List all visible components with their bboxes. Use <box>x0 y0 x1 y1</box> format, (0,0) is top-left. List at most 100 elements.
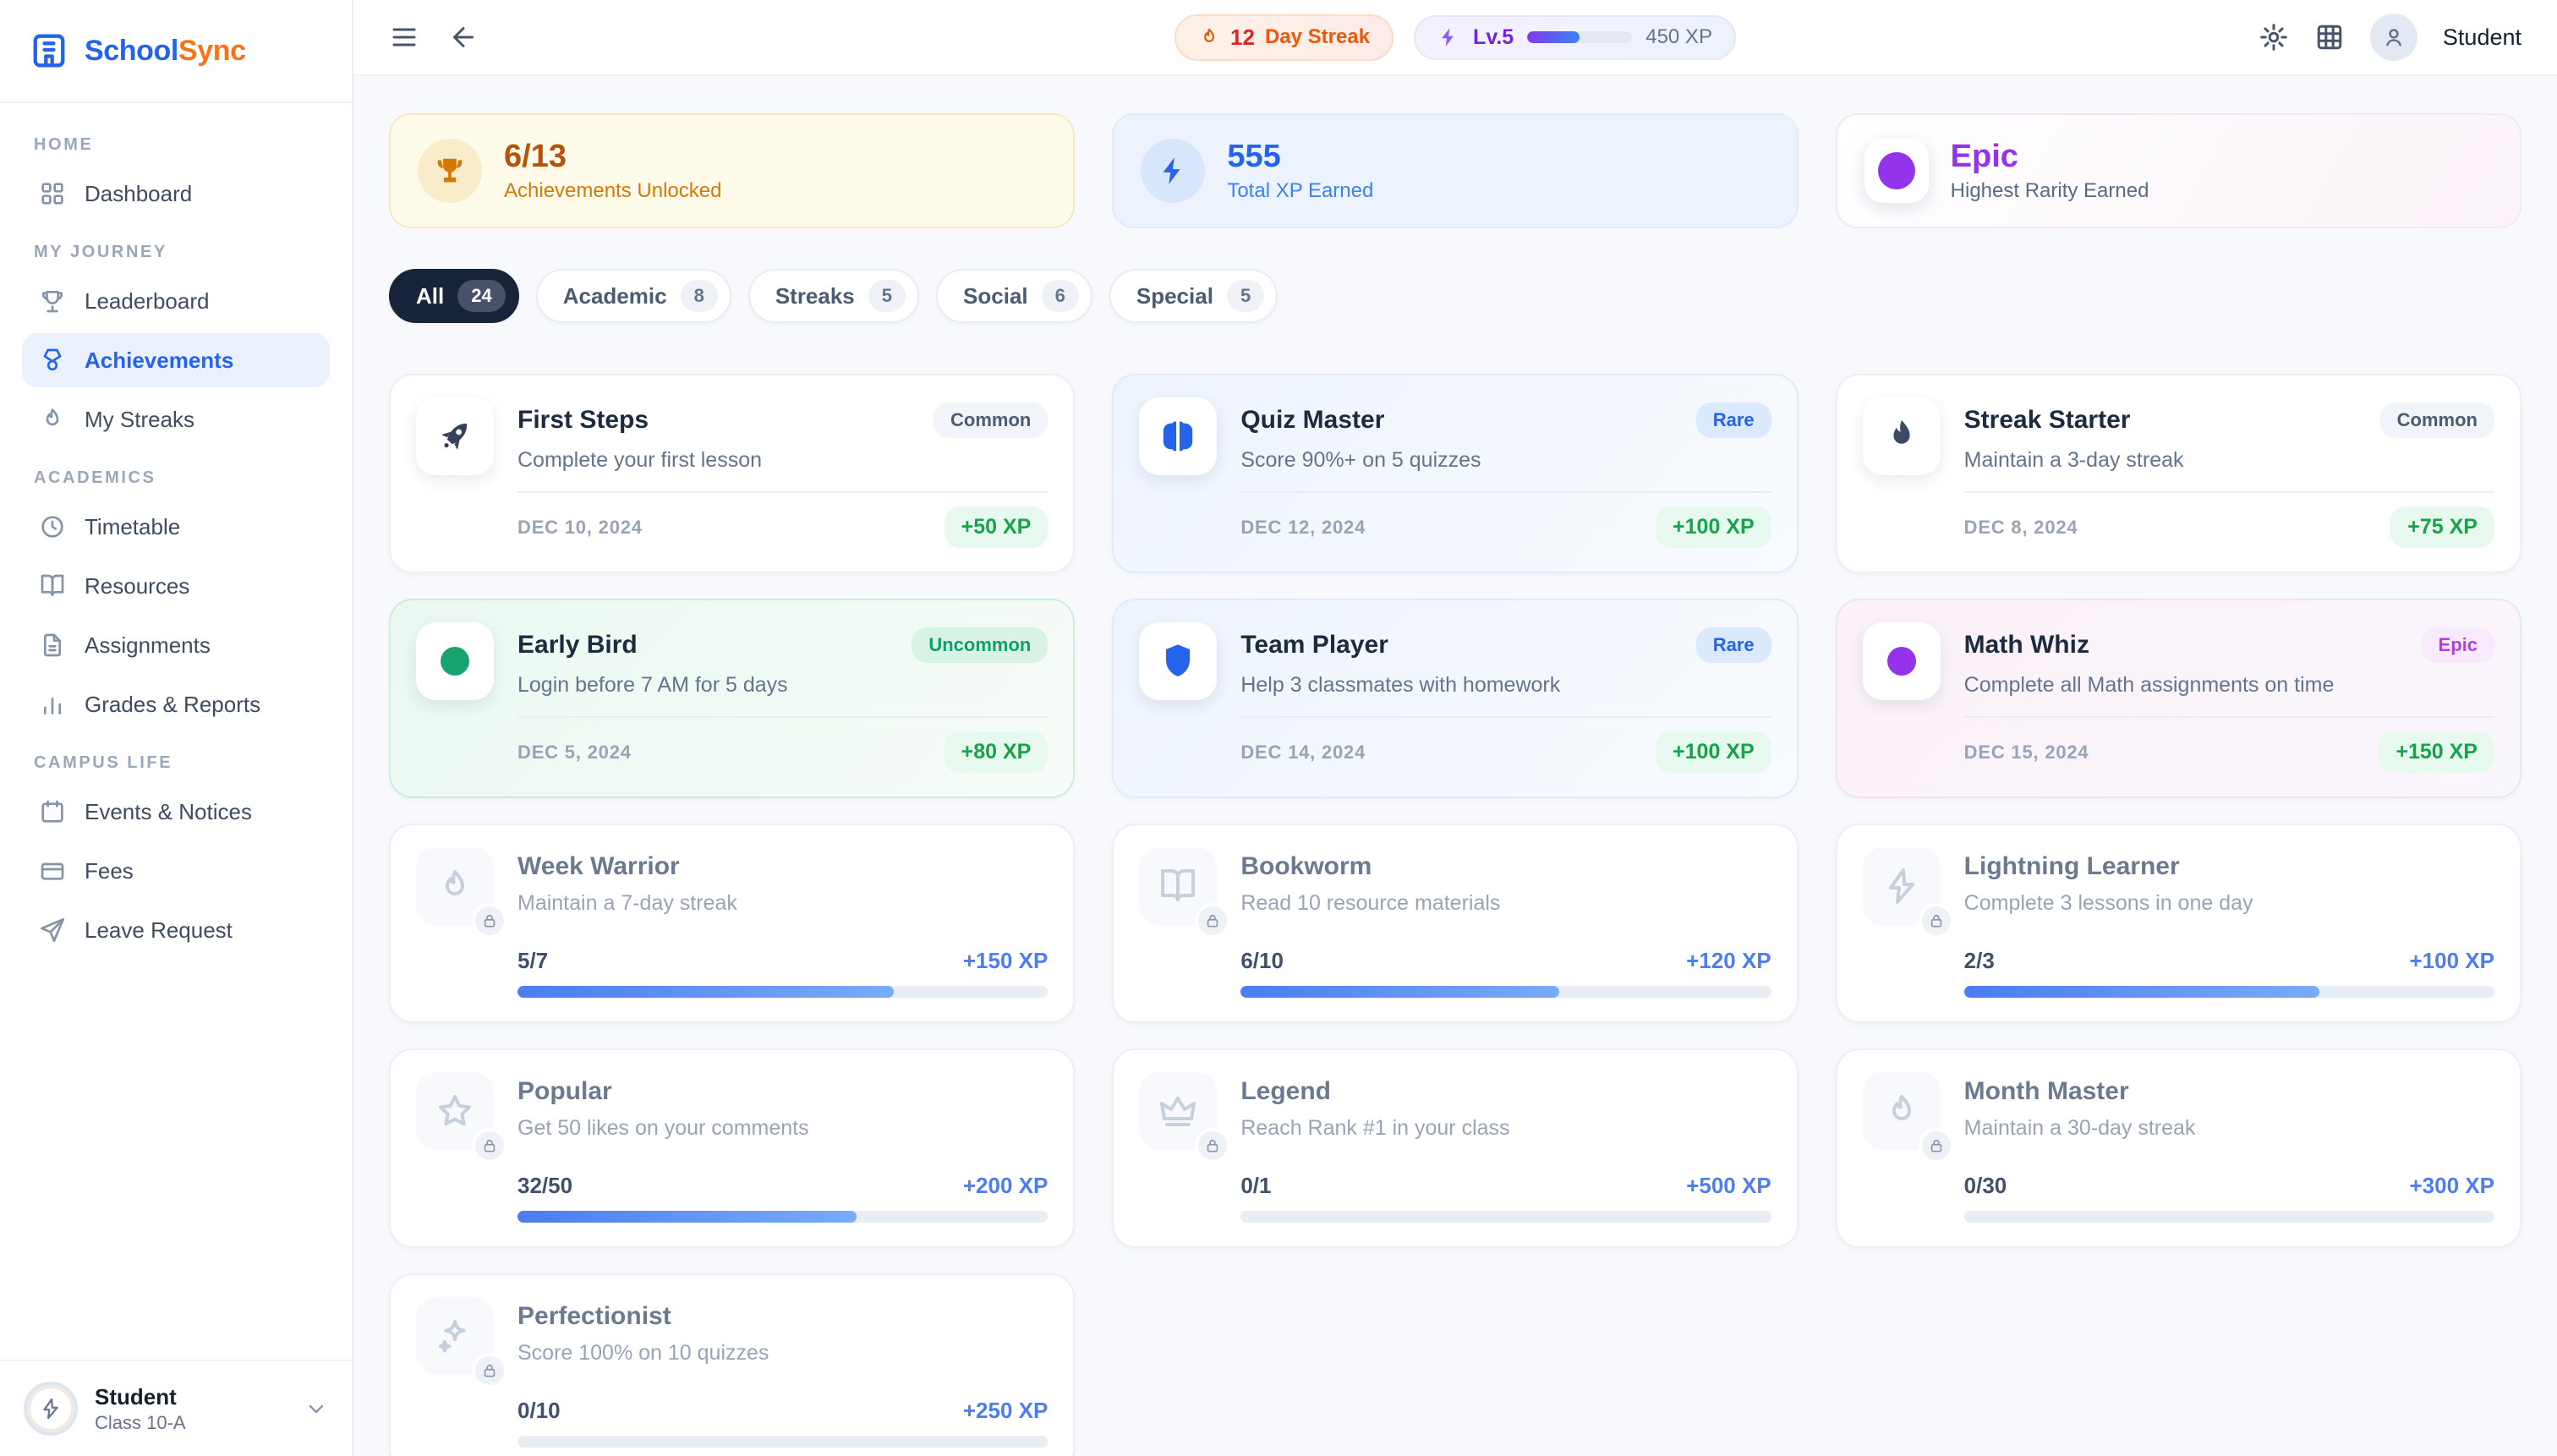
achievement-title: Lightning Learner <box>1963 852 2180 880</box>
sidebar-item-grades-reports[interactable]: Grades & Reports <box>22 677 330 731</box>
xp-reward-badge: +100 XP <box>1656 731 1771 773</box>
grid-icon[interactable] <box>2314 22 2345 52</box>
crown-icon <box>1158 1091 1198 1131</box>
profile-avatar <box>24 1382 78 1436</box>
bolt-icon <box>1437 26 1459 48</box>
day-streak-badge[interactable]: 12 Day Streak <box>1174 14 1394 61</box>
content-area[interactable]: 6/13 Achievements Unlocked 555 Total XP … <box>353 76 2557 1456</box>
sidebar-profile[interactable]: Student Class 10-A <box>0 1360 352 1456</box>
brand-name-secondary: Sync <box>178 34 246 67</box>
card-top: Legend Reach Rank #1 in your class <box>1139 1072 1771 1163</box>
achievement-date: DEC 5, 2024 <box>517 741 632 763</box>
progress-section: 2/3 +100 XP <box>1963 948 2494 998</box>
progress-bar-track <box>1963 986 2494 998</box>
achievement-description: Help 3 classmates with homework <box>1240 673 1561 697</box>
menu-icon[interactable] <box>389 22 419 52</box>
achievement-card-lightning-learner[interactable]: Lightning Learner Complete 3 lessons in o… <box>1835 824 2521 1023</box>
streak-count: 12 <box>1230 24 1255 50</box>
achievement-card-legend[interactable]: Legend Reach Rank #1 in your class 0/1 +500… <box>1112 1048 1799 1248</box>
sidebar-item-my-streaks[interactable]: My Streaks <box>22 392 330 446</box>
flame-icon <box>1198 26 1220 48</box>
achievement-icon-wrap <box>1139 1072 1231 1163</box>
card-top: Quiz Master Rare Score 90%+ on 5 quizzes <box>1139 397 1771 475</box>
sidebar-item-label: Resources <box>85 572 190 599</box>
achievement-card-first-steps[interactable]: First Steps Common Complete your first les… <box>389 374 1076 573</box>
sidebar-item-fees[interactable]: Fees <box>22 844 330 898</box>
progress-section: 0/10 +250 XP <box>517 1398 1049 1448</box>
sidebar-item-assignments[interactable]: Assignments <box>22 618 330 672</box>
progress-bar-fill <box>1963 986 2319 998</box>
brand-logo[interactable]: SchoolSync <box>0 0 352 103</box>
achievement-card-perfectionist[interactable]: Perfectionist Score 100% on 10 quizzes 0/1… <box>389 1273 1076 1456</box>
achievement-card-math-whiz[interactable]: Math Whiz Epic Complete all Math assignmen… <box>1835 599 2521 798</box>
card-body: Week Warrior Maintain a 7-day streak <box>517 847 1048 925</box>
level-badge[interactable]: Lv.5 450 XP <box>1414 14 1736 60</box>
card-top: Lightning Learner Complete 3 lessons in o… <box>1862 847 2494 939</box>
filter-tab-special[interactable]: Special 5 <box>1109 269 1278 323</box>
gear-icon[interactable] <box>2259 22 2289 52</box>
sidebar-item-dashboard[interactable]: Dashboard <box>22 167 330 221</box>
progress-row: 0/10 +250 XP <box>517 1398 1048 1424</box>
fees-icon <box>39 857 66 884</box>
sidebar-item-label: Timetable <box>85 513 181 539</box>
card-title-row: Lightning Learner <box>1964 852 2494 881</box>
achievement-card-early-bird[interactable]: Early Bird Uncommon Login before 7 AM for … <box>389 599 1076 798</box>
achievement-date: DEC 14, 2024 <box>1240 741 1366 763</box>
sidebar-item-achievements[interactable]: Achievements <box>22 333 330 387</box>
card-top: First Steps Common Complete your first les… <box>416 397 1049 475</box>
achievement-icon-wrap <box>1139 847 1231 939</box>
sidebar-item-leave-request[interactable]: Leave Request <box>22 903 330 957</box>
achievement-date: DEC 15, 2024 <box>1963 741 2089 763</box>
card-top: Month Master Maintain a 30-day streak <box>1862 1072 2494 1163</box>
sidebar-item-leaderboard[interactable]: Leaderboard <box>22 274 330 328</box>
card-body: Lightning Learner Complete 3 lessons in o… <box>1964 847 2494 925</box>
card-footer: DEC 5, 2024 +80 XP <box>517 716 1049 773</box>
xp-reward-badge: +75 XP <box>2390 506 2494 548</box>
xp-reward-badge: +100 XP <box>1656 506 1771 548</box>
card-title-row: Week Warrior <box>517 852 1048 881</box>
filter-label: All <box>416 282 445 309</box>
sidebar-item-events-notices[interactable]: Events & Notices <box>22 785 330 839</box>
topbar-center: 12 Day Streak Lv.5 450 XP <box>1174 14 1736 61</box>
achievement-card-bookworm[interactable]: Bookworm Read 10 resource materials 6/10 +1… <box>1112 824 1799 1023</box>
card-top: Perfectionist Score 100% on 10 quizzes <box>416 1297 1048 1388</box>
stat-label: Achievements Unlocked <box>504 178 722 202</box>
achievement-card-team-player[interactable]: Team Player Rare Help 3 classmates with ho… <box>1112 599 1799 798</box>
stat-highest-rarity: Epic Highest Rarity Earned <box>1835 113 2521 228</box>
sidebar-item-timetable[interactable]: Timetable <box>22 500 330 554</box>
achievement-description: Score 100% on 10 quizzes <box>517 1341 769 1365</box>
achievement-description: Get 50 likes on your comments <box>517 1116 809 1140</box>
achievement-description: Maintain a 3-day streak <box>1963 448 2184 472</box>
user-avatar[interactable] <box>2369 14 2417 61</box>
achievement-card-streak-starter[interactable]: Streak Starter Common Maintain a 3-day str… <box>1835 374 2521 573</box>
achievement-title: Streak Starter <box>1963 406 2131 434</box>
card-body: Bookworm Read 10 resource materials <box>1240 847 1771 925</box>
filter-tab-academic[interactable]: Academic 8 <box>535 269 731 323</box>
progress-section: 6/10 +120 XP <box>1240 948 1771 998</box>
achievement-card-quiz-master[interactable]: Quiz Master Rare Score 90%+ on 5 quizzes DE… <box>1112 374 1799 573</box>
progress-bar-fill <box>517 1211 857 1223</box>
filter-label: Social <box>963 282 1028 309</box>
card-title-row: Month Master <box>1964 1077 2494 1106</box>
filter-tab-streaks[interactable]: Streaks 5 <box>747 269 920 323</box>
achievement-description: Maintain a 30-day streak <box>1963 1116 2196 1140</box>
achievement-card-popular[interactable]: Popular Get 50 likes on your comments 32/5… <box>389 1048 1076 1248</box>
achievement-icon-wrap <box>416 1072 507 1163</box>
book-icon <box>39 572 66 599</box>
achievement-card-month-master[interactable]: Month Master Maintain a 30-day streak 0/30… <box>1835 1048 2521 1248</box>
xp-reward: +100 XP <box>2409 948 2494 973</box>
filter-tab-all[interactable]: All 24 <box>389 269 519 323</box>
back-arrow-icon[interactable] <box>448 22 479 52</box>
book-icon <box>1158 866 1198 906</box>
streak-label: Day Streak <box>1264 25 1371 48</box>
stat-achievements-unlocked: 6/13 Achievements Unlocked <box>389 113 1076 228</box>
chevron-down-icon[interactable] <box>304 1397 328 1420</box>
chart-icon <box>39 691 66 718</box>
sidebar-item-resources[interactable]: Resources <box>22 559 330 613</box>
filter-tab-social[interactable]: Social 6 <box>936 269 1092 323</box>
sidebar: SchoolSync HOME Dashboard MY JOURNEY Leader… <box>0 0 353 1456</box>
rarity-badge: Common <box>934 402 1049 438</box>
bolt-icon <box>1141 139 1206 203</box>
achievement-title: Team Player <box>1240 631 1388 659</box>
achievement-card-week-warrior[interactable]: Week Warrior Maintain a 7-day streak 5/7 +1… <box>389 824 1076 1023</box>
